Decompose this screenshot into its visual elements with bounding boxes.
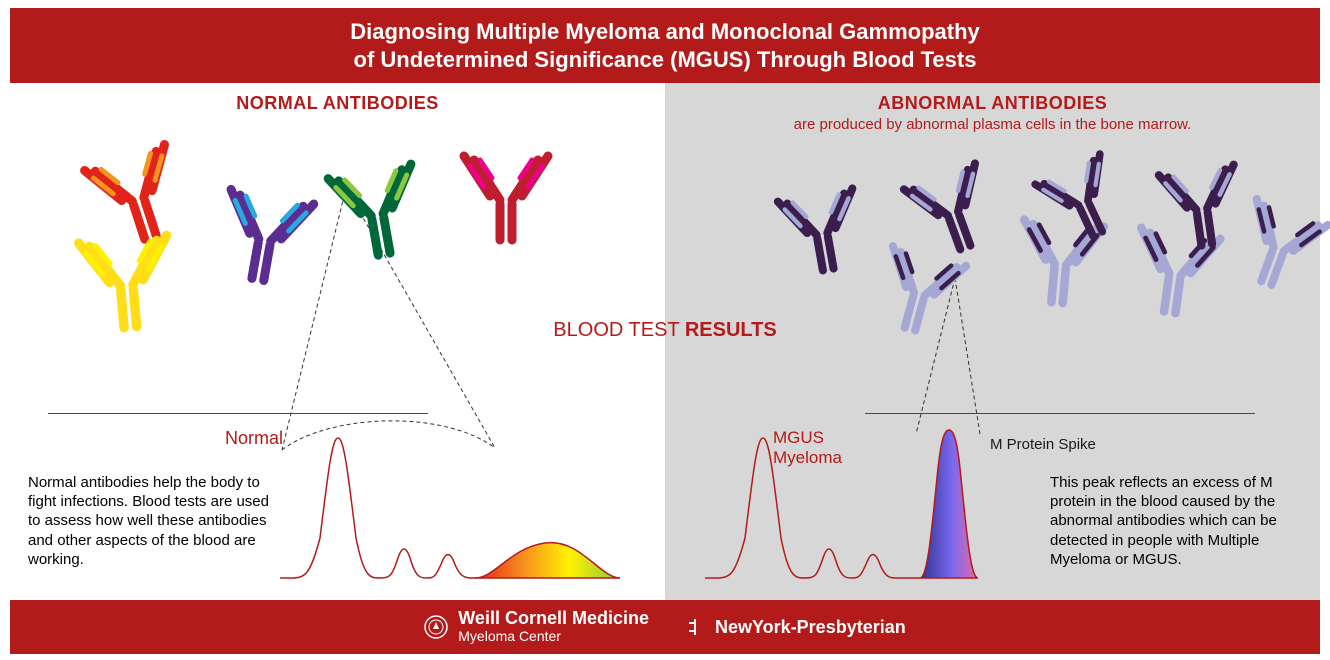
abnormal-chart <box>705 428 1005 588</box>
nyp-icon <box>685 617 705 637</box>
infographic-root: Diagnosing Multiple Myeloma and Monoclon… <box>0 0 1330 660</box>
center-label: BLOOD TEST RESULTS <box>553 319 776 342</box>
antibody-icon <box>62 215 187 340</box>
left-chart-label: Normal <box>225 428 283 449</box>
header-bar: Diagnosing Multiple Myeloma and Monoclon… <box>10 8 1320 83</box>
right-panel-subtitle: are produced by abnormal plasma cells in… <box>665 116 1320 133</box>
footer-org2: NewYork-Presbyterian <box>685 617 906 638</box>
right-body-text: This peak reflects an excess of M protei… <box>1050 473 1280 569</box>
footer-org1-text: Weill Cornell Medicine Myeloma Center <box>458 609 649 644</box>
spike-label: M Protein Spike <box>990 436 1096 453</box>
header-line2: of Undetermined Significance (MGUS) Thro… <box>354 47 977 72</box>
center-label-bold: RESULTS <box>685 319 777 341</box>
footer-bar: Weill Cornell Medicine Myeloma Center Ne… <box>10 600 1320 654</box>
footer-org1-line1: Weill Cornell Medicine <box>458 609 649 629</box>
left-panel-title: NORMAL ANTIBODIES <box>10 93 665 114</box>
antibody-icon <box>450 138 560 248</box>
antibody-icon <box>763 171 878 286</box>
right-hr <box>865 413 1255 414</box>
antibody-icon <box>311 144 438 271</box>
footer-org2-text: NewYork-Presbyterian <box>715 617 906 638</box>
footer-org1-line2: Myeloma Center <box>458 629 649 644</box>
right-panel-title: ABNORMAL ANTIBODIES <box>665 93 1320 114</box>
normal-chart <box>280 428 630 588</box>
left-body-text: Normal antibodies help the body to fight… <box>28 473 273 569</box>
center-label-prefix: BLOOD TEST <box>553 319 685 341</box>
antibody-icon <box>201 169 328 296</box>
m-protein-spike <box>920 430 978 578</box>
abnormal-chart-line <box>705 438 920 578</box>
footer-org1: Weill Cornell Medicine Myeloma Center <box>424 609 649 644</box>
left-hr <box>48 413 428 414</box>
header-title: Diagnosing Multiple Myeloma and Monoclon… <box>350 18 980 73</box>
header-line1: Diagnosing Multiple Myeloma and Monoclon… <box>350 19 980 44</box>
normal-chart-gamma-hump <box>475 543 620 578</box>
cornell-seal-icon <box>424 615 448 639</box>
